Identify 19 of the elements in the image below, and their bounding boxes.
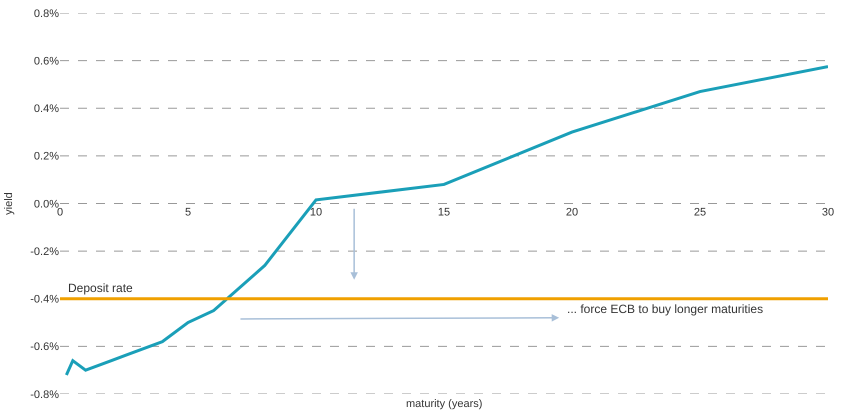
- x-tick-label: 10: [310, 206, 322, 218]
- y-axis-title: yield: [2, 192, 15, 215]
- x-tick-label: 30: [822, 206, 834, 218]
- x-tick-label: 0: [56, 206, 64, 218]
- ref-line-label: Deposit rate: [68, 281, 134, 295]
- y-tick-label: -0.2%: [30, 246, 60, 258]
- y-tick-label: 0.4%: [34, 103, 60, 116]
- y-tick-label: 0.2%: [34, 150, 60, 163]
- annotation: ... force ECB to buy longer maturities: [567, 302, 764, 316]
- x-axis-title: maturity (years): [406, 398, 482, 410]
- y-tick-label: -0.4%: [30, 294, 60, 306]
- x-tick-label: 5: [184, 206, 192, 218]
- x-tick-label: 20: [566, 206, 578, 218]
- y-tick-label: -0.6%: [30, 341, 60, 354]
- x-tick-label: 25: [694, 206, 706, 218]
- y-tick-label: 0.6%: [34, 55, 60, 68]
- x-tick-label: 15: [438, 206, 450, 218]
- y-tick-label: -0.8%: [30, 388, 60, 401]
- y-tick-label: 0.8%: [34, 8, 60, 20]
